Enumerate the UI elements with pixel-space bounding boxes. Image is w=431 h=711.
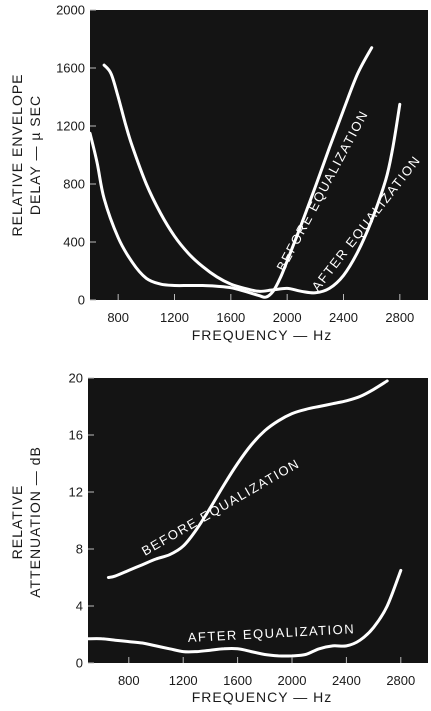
delay-x-axis-title: FREQUENCY — Hz <box>192 327 333 343</box>
attenuation-y-tick-label: 16 <box>69 428 83 443</box>
delay-x-tick-label: 800 <box>107 310 129 325</box>
attenuation-y-ticks: 0 4 8 12 16 20 <box>69 371 94 671</box>
attenuation-x-tick-label: 800 <box>118 673 140 688</box>
delay-y-tick-label: 2000 <box>56 3 85 18</box>
delay-y-tick-label: 1600 <box>56 61 85 76</box>
delay-y-tick-label: 0 <box>78 293 85 308</box>
attenuation-x-ticks: 800 1200 1600 2000 2400 2800 <box>118 657 415 688</box>
attenuation-x-tick-label: 1200 <box>169 673 198 688</box>
attenuation-before-equalization-line <box>106 379 389 579</box>
attenuation-x-tick-label: 2000 <box>278 673 307 688</box>
delay-y-axis-title-line2: DELAY — µ SEC <box>27 95 43 215</box>
delay-x-tick-label: 1600 <box>216 310 245 325</box>
delay-x-tick-label: 2400 <box>329 310 358 325</box>
delay-x-ticks: 800 1200 1600 2000 2400 2800 <box>107 294 414 325</box>
delay-y-ticks: 0 400 800 1200 1600 2000 <box>56 3 96 308</box>
delay-after-equalization-line <box>102 63 402 295</box>
attenuation-x-tick-label: 1600 <box>223 673 252 688</box>
delay-y-tick-label: 800 <box>63 177 85 192</box>
attenuation-after-equalization-line <box>86 568 403 658</box>
delay-x-tick-label: 2800 <box>385 310 414 325</box>
attenuation-y-tick-label: 8 <box>76 542 83 557</box>
delay-curves <box>88 46 402 299</box>
attenuation-y-axis-title-line2: ATTENUATION — dB <box>27 446 43 598</box>
delay-chart: 0 400 800 1200 1600 2000 800 1200 1600 2000 2400 2… <box>9 3 428 343</box>
delay-x-tick-label: 1200 <box>160 310 189 325</box>
delay-y-tick-label: 1200 <box>56 119 85 134</box>
delay-plot-area <box>90 10 428 300</box>
attenuation-curves <box>86 379 403 658</box>
attenuation-y-axis-title-line1: RELATIVE <box>9 485 25 560</box>
attenuation-x-tick-label: 2400 <box>332 673 361 688</box>
attenuation-plot-area <box>88 378 428 663</box>
delay-before-equalization-line <box>88 46 374 299</box>
delay-x-tick-label: 2000 <box>273 310 302 325</box>
attenuation-y-tick-label: 0 <box>76 656 83 671</box>
attenuation-chart: 0 4 8 12 16 20 800 1200 1600 2000 2400 2800 RELATI… <box>9 371 428 705</box>
delay-y-axis-title-line1: RELATIVE ENVELOPE <box>9 73 25 236</box>
delay-y-tick-label: 400 <box>63 235 85 250</box>
attenuation-x-tick-label: 2800 <box>386 673 415 688</box>
attenuation-y-tick-label: 20 <box>69 371 83 386</box>
attenuation-y-tick-label: 12 <box>69 485 83 500</box>
attenuation-y-tick-label: 4 <box>76 599 83 614</box>
attenuation-x-axis-title: FREQUENCY — Hz <box>192 689 333 705</box>
